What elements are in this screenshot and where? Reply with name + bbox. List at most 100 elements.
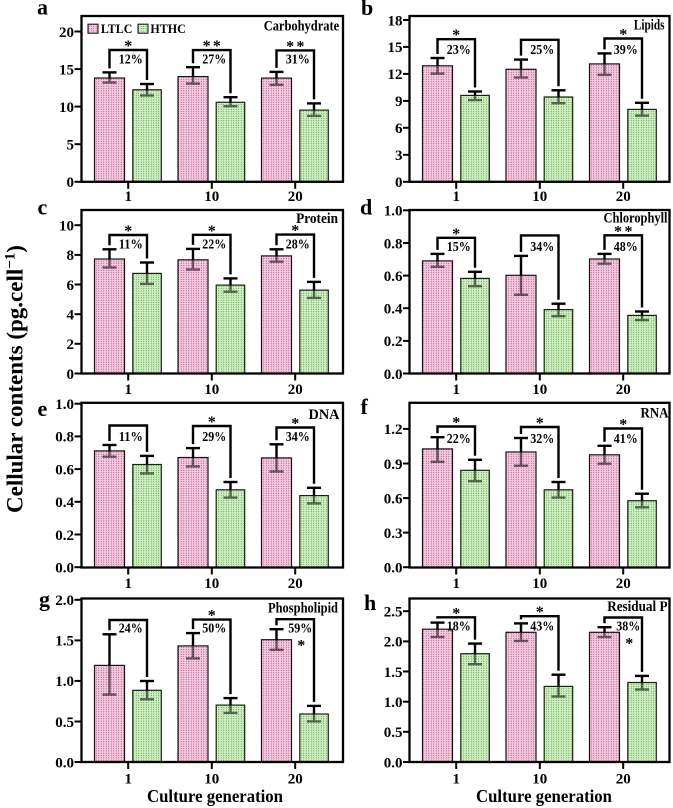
- svg-text:*: *: [124, 38, 132, 55]
- svg-text:6: 6: [395, 121, 403, 137]
- svg-text:10: 10: [532, 771, 547, 787]
- svg-text:20: 20: [59, 25, 74, 41]
- svg-text:10: 10: [204, 382, 219, 398]
- svg-text:59%: 59%: [288, 622, 312, 637]
- svg-text:28%: 28%: [286, 238, 310, 253]
- svg-text:2: 2: [67, 337, 75, 353]
- svg-text:0.0: 0.0: [384, 367, 403, 383]
- svg-text:Protein: Protein: [296, 211, 338, 227]
- svg-text:12: 12: [388, 67, 403, 83]
- svg-text:1: 1: [452, 189, 460, 205]
- svg-text:0.0: 0.0: [384, 755, 403, 771]
- svg-text:0: 0: [395, 175, 403, 191]
- svg-text:11%: 11%: [119, 430, 143, 445]
- svg-text:1: 1: [452, 382, 460, 398]
- svg-text:0: 0: [67, 367, 75, 383]
- svg-text:0.2: 0.2: [384, 334, 403, 350]
- svg-text:*: *: [208, 414, 216, 431]
- svg-text:20: 20: [616, 189, 631, 205]
- svg-text:11%: 11%: [119, 238, 143, 253]
- svg-text:10: 10: [204, 771, 219, 787]
- svg-text:1: 1: [452, 771, 460, 787]
- svg-text:h: h: [364, 590, 376, 615]
- svg-text:22%: 22%: [447, 432, 471, 447]
- svg-text:6: 6: [67, 278, 75, 294]
- svg-text:*: *: [619, 27, 627, 44]
- svg-text:0.8: 0.8: [55, 430, 74, 446]
- svg-text:20: 20: [288, 576, 303, 592]
- svg-text:*: *: [452, 226, 460, 243]
- svg-text:48%: 48%: [614, 240, 638, 255]
- svg-text:*: *: [124, 223, 132, 240]
- svg-text:20: 20: [616, 576, 631, 592]
- svg-text:34%: 34%: [286, 430, 310, 445]
- svg-text:20: 20: [288, 189, 303, 205]
- svg-text:2.0: 2.0: [55, 593, 74, 609]
- svg-text:43%: 43%: [530, 620, 554, 635]
- svg-text:RNA: RNA: [641, 406, 669, 422]
- svg-text:Culture generation: Culture generation: [476, 786, 612, 806]
- svg-text:1.2: 1.2: [384, 422, 403, 438]
- svg-text:*: *: [291, 223, 299, 240]
- svg-text:18%: 18%: [447, 620, 471, 635]
- svg-text:DNA: DNA: [309, 407, 341, 423]
- svg-text:2.0: 2.0: [384, 635, 403, 651]
- svg-text:0.5: 0.5: [55, 715, 74, 731]
- svg-text:*: *: [625, 223, 633, 240]
- svg-text:0.3: 0.3: [384, 526, 403, 542]
- svg-text:29%: 29%: [202, 430, 226, 445]
- svg-text:1: 1: [124, 576, 132, 592]
- svg-text:20: 20: [616, 771, 631, 787]
- svg-text:Chlorophyll: Chlorophyll: [604, 211, 668, 227]
- svg-text:*: *: [297, 638, 305, 655]
- svg-text:*: *: [536, 604, 544, 621]
- svg-text:0: 0: [67, 175, 75, 191]
- svg-text:50%: 50%: [202, 622, 226, 637]
- svg-text:d: d: [360, 195, 372, 220]
- svg-text:c: c: [38, 195, 48, 220]
- svg-text:*: *: [614, 223, 622, 240]
- svg-text:1: 1: [124, 771, 132, 787]
- svg-text:Carbohydrate: Carbohydrate: [264, 19, 340, 35]
- svg-text:0.0: 0.0: [55, 755, 74, 771]
- svg-text:15%: 15%: [447, 240, 471, 255]
- svg-text:10: 10: [532, 189, 547, 205]
- svg-text:3: 3: [395, 148, 403, 164]
- svg-text:1: 1: [124, 382, 132, 398]
- svg-text:*: *: [291, 416, 299, 433]
- svg-text:LTLC: LTLC: [101, 21, 132, 36]
- svg-text:10: 10: [532, 576, 547, 592]
- svg-text:34%: 34%: [530, 240, 554, 255]
- svg-text:10: 10: [532, 382, 547, 398]
- svg-text:0.4: 0.4: [55, 495, 74, 511]
- svg-text:1.0: 1.0: [384, 204, 403, 220]
- svg-text:a: a: [37, 0, 48, 20]
- svg-text:1.0: 1.0: [55, 397, 74, 413]
- svg-text:HTHC: HTHC: [150, 21, 186, 36]
- svg-text:0.6: 0.6: [384, 491, 403, 507]
- svg-text:0.0: 0.0: [384, 561, 403, 577]
- svg-text:1.0: 1.0: [384, 695, 403, 711]
- svg-text:41%: 41%: [614, 432, 638, 447]
- svg-text:20: 20: [616, 382, 631, 398]
- svg-text:b: b: [361, 0, 373, 20]
- svg-text:*: *: [208, 608, 216, 625]
- svg-text:1.0: 1.0: [55, 674, 74, 690]
- svg-text:1.5: 1.5: [55, 634, 74, 650]
- svg-text:1: 1: [124, 189, 132, 205]
- svg-text:Culture generation: Culture generation: [147, 786, 283, 806]
- svg-text:*: *: [213, 38, 221, 55]
- svg-text:18: 18: [388, 13, 403, 29]
- svg-text:*: *: [625, 636, 633, 653]
- svg-text:1.5: 1.5: [384, 665, 403, 681]
- svg-text:Cellular contents (pg.cell−1): Cellular contents (pg.cell−1): [3, 245, 28, 513]
- svg-text:15: 15: [59, 62, 74, 78]
- svg-text:15: 15: [388, 40, 403, 56]
- svg-text:Lipids: Lipids: [634, 18, 665, 34]
- svg-text:0.5: 0.5: [384, 725, 403, 741]
- svg-text:2.5: 2.5: [384, 605, 403, 621]
- svg-text:12%: 12%: [119, 53, 143, 68]
- svg-text:1: 1: [452, 576, 460, 592]
- svg-text:0.6: 0.6: [384, 269, 403, 285]
- svg-text:Residual P: Residual P: [607, 599, 667, 615]
